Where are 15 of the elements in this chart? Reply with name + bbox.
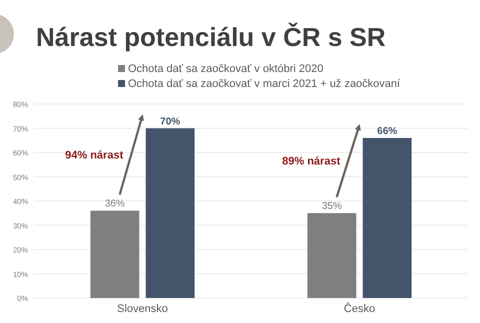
data-label: 35% [322, 201, 342, 212]
bar [90, 210, 140, 298]
chart-title: Nárast potenciálu v ČR s SR [36, 22, 386, 52]
annotation: 89% nárast [282, 156, 341, 168]
x-tick-label: Česko [344, 302, 376, 315]
data-label: 70% [160, 116, 180, 128]
legend-label: Ochota dať sa zaočkovať v marci 2021 + už zaočkovaní [128, 78, 402, 90]
legend-label: Ochota dať sa zaočkovať v októbri 2020 [128, 63, 324, 75]
x-tick-label: Slovensko [117, 303, 168, 315]
bar [146, 128, 195, 298]
data-label: 36% [104, 198, 125, 210]
annotation: 94% nárast [65, 149, 124, 162]
bar [307, 213, 356, 298]
data-label: 66% [377, 126, 398, 137]
bar [362, 138, 412, 298]
